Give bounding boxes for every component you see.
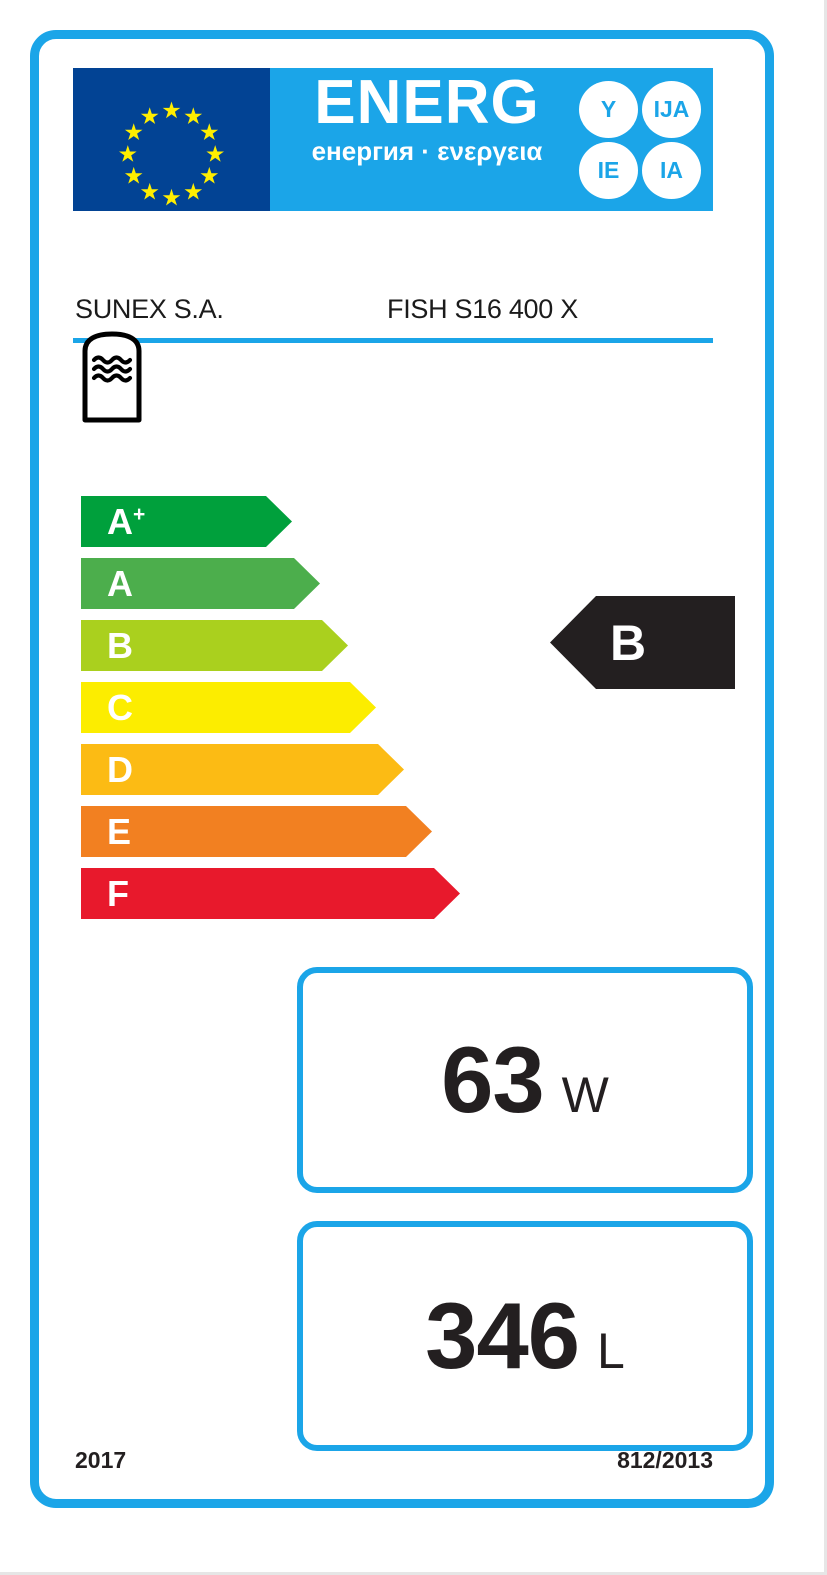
class-bar-a: A [81,558,501,609]
energ-language-circles: Y IJA IE IA [579,81,701,199]
supplier-model-row: SUNEX S.A. FISH S16 400 X [73,294,713,343]
scale-row-a-plus: A+ [81,496,501,547]
energ-wordmark-group: ENERG енергия · ενεργεια [286,68,568,167]
regulation-number: 812/2013 [617,1447,713,1473]
label-header: ENERG енергия · ενεργεια Y IJA IE IA [73,68,713,211]
header-divider [73,338,713,343]
energ-circle-ia: IA [642,142,701,199]
scale-row-d: D [81,744,501,795]
supplier-name: SUNEX S.A. [75,294,224,324]
scale-row-f: F [81,868,501,919]
class-letter-f: F [107,872,129,914]
scale-row-e: E [81,806,501,857]
class-bar-tip [350,682,376,733]
storage-volume-box: 346 L [297,1221,753,1451]
class-letter-a-plus: A+ [107,500,146,542]
class-bar-f: F [81,868,501,919]
storage-volume-value-line: 346 L [425,1289,625,1383]
class-bar-tip [434,868,460,919]
class-bar-tip [322,620,348,671]
energy-rating-arrow: B [550,596,735,689]
class-bar-tip [266,496,292,547]
scale-row-b: B [81,620,501,671]
label-year: 2017 [75,1447,127,1473]
class-bar-tip [406,806,432,857]
class-bar-c: C [81,682,501,733]
energ-wordmark: ENERG [314,68,540,137]
scale-row-c: C [81,682,501,733]
standing-heat-loss-box: 63 W [297,967,753,1193]
energ-circle-ie: IE [579,142,638,199]
energy-class-scale: A+ A B [81,496,501,930]
storage-volume-unit: L [597,1323,625,1379]
class-letter-b: B [107,624,133,666]
label-footer: 2017 812/2013 [73,1447,713,1487]
class-letter-d: D [107,748,133,790]
energy-label-card: ENERG енергия · ενεργεια Y IJA IE IA SUN… [30,30,774,1508]
model-name: FISH S16 400 X [387,294,578,324]
class-bar-tip [294,558,320,609]
class-bar-d: D [81,744,501,795]
energ-banner: ENERG енергия · ενεργεια Y IJA IE IA [270,68,713,211]
class-bar-tip [378,744,404,795]
standing-heat-loss-value: 63 [441,1027,545,1132]
energy-rating-letter: B [610,614,647,671]
class-bar-b: B [81,620,501,671]
class-letter-c: C [107,686,133,728]
class-bar-a-plus: A+ [81,496,501,547]
storage-volume-value: 346 [425,1283,580,1388]
class-bar-e: E [81,806,501,857]
standing-heat-loss-unit: W [561,1067,609,1123]
class-letter-e: E [107,810,132,852]
eu-flag [73,68,270,211]
energ-circle-y: Y [579,81,638,138]
hot-water-storage-tank-icon [79,331,145,423]
class-letter-a: A [107,562,133,604]
energ-circle-ija: IJA [642,81,701,138]
scale-row-a: A [81,558,501,609]
standing-heat-loss-value-line: 63 W [441,1033,609,1127]
energ-subtitle: енергия · ενεργεια [311,136,543,166]
